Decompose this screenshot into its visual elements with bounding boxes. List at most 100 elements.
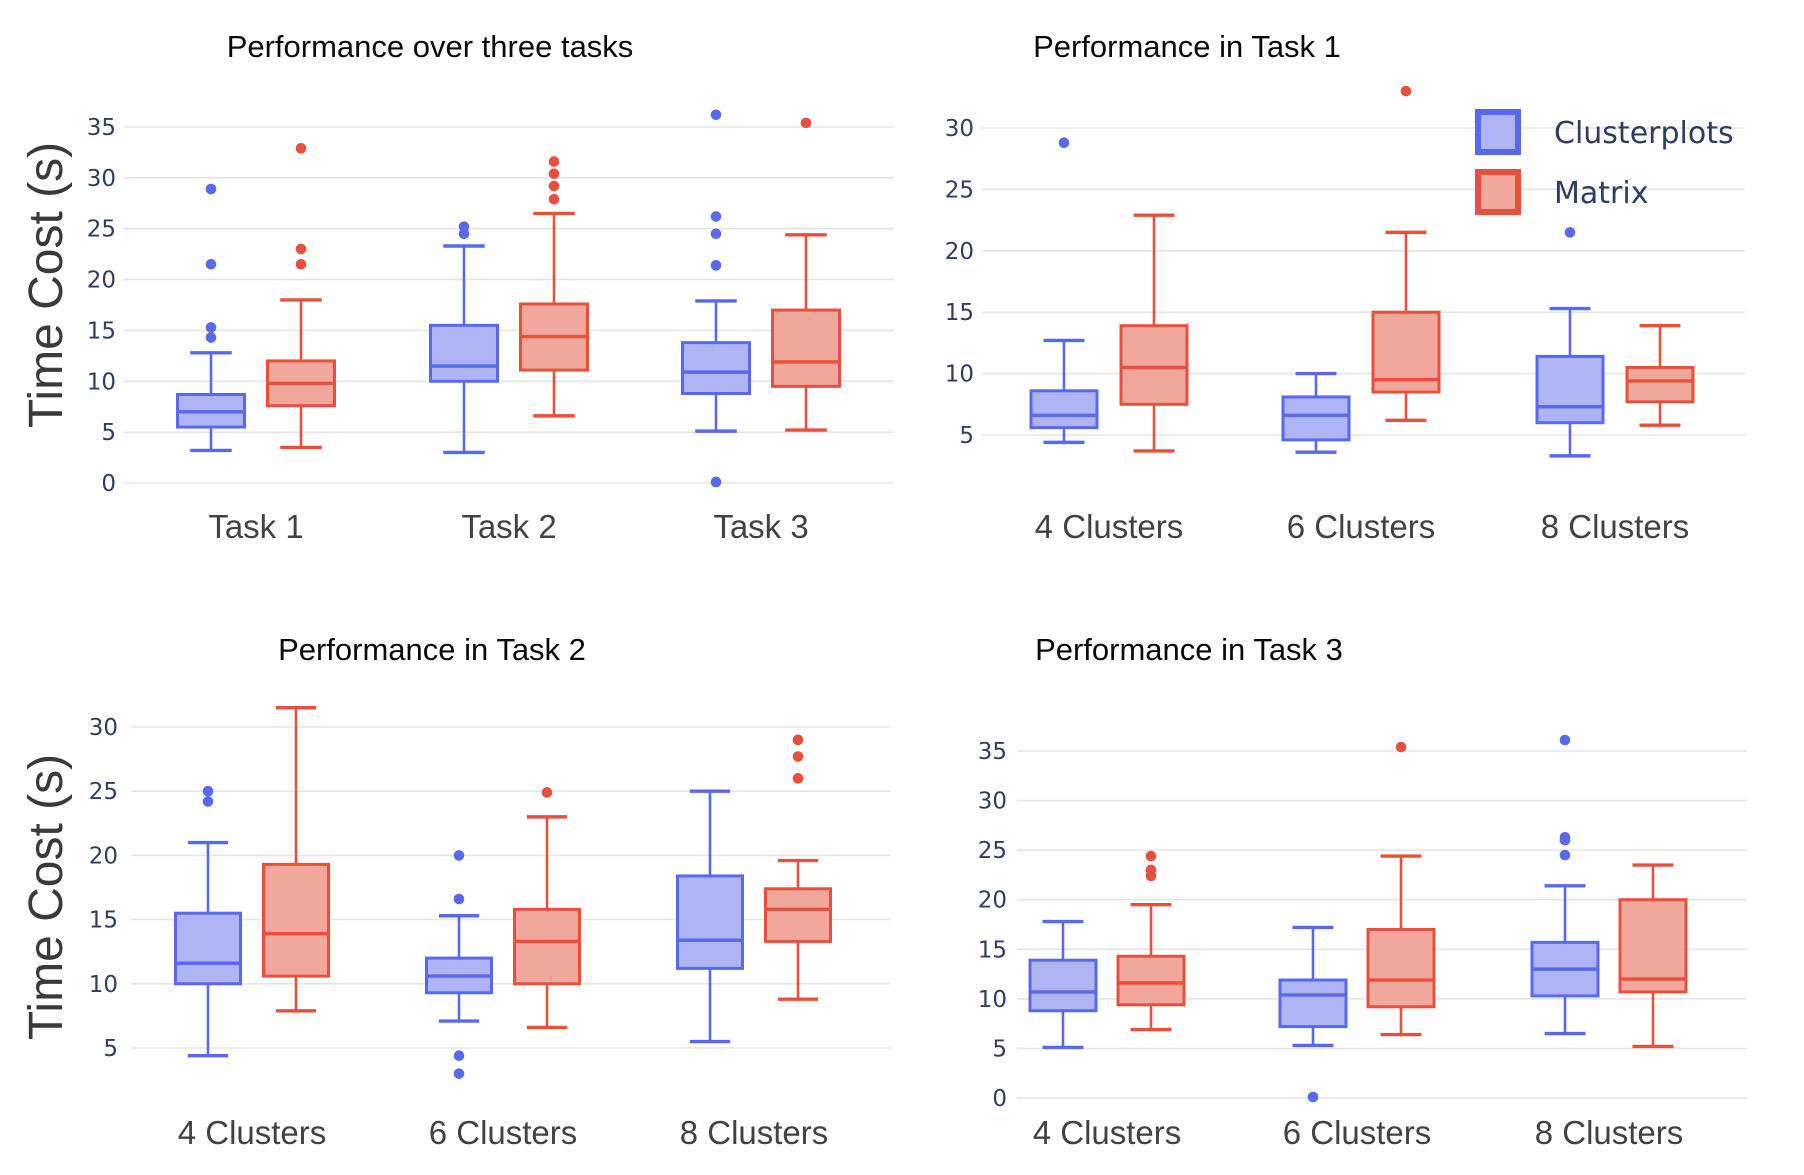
chart-title: Performance in Task 3 [1035, 632, 1343, 667]
box-clusterplots-6-clusters [1278, 925, 1348, 1103]
y-tick-label: 15 [89, 908, 118, 934]
y-tick-label: 10 [87, 369, 116, 395]
outlier-point [792, 751, 804, 762]
y-tick-label: 15 [87, 318, 116, 344]
outlier-point [205, 259, 217, 270]
outlier-point [205, 332, 217, 343]
box-matrix-8-clusters [1625, 324, 1695, 427]
legend-label-clusterplots: Clusterplots [1554, 116, 1734, 151]
y-tick-label: 5 [992, 1036, 1007, 1062]
iqr-box [681, 341, 751, 395]
outlier-point [205, 183, 217, 195]
outlier-point [295, 243, 307, 255]
chart-performance-task1: 5 10 15 20 25 30 4 Clusters 6 Clusters 8 Cluster… [902, 0, 1804, 587]
iqr-box [429, 323, 499, 383]
y-tick-label: 25 [89, 779, 118, 805]
boxplot-overview: 0 5 10 15 20 25 30 35 Task 1 Task 2 Task 3 Performa… [20, 29, 894, 545]
x-category-label: 6 Clusters [1287, 508, 1436, 545]
iqr-box [262, 862, 330, 978]
boxplot-task3: 0 5 10 15 20 25 30 35 4 Clusters 6 Clusters 8 Clus… [978, 632, 1747, 1151]
outlier-point [453, 893, 465, 905]
outlier-point [453, 1050, 465, 1062]
iqr-box [1116, 954, 1186, 1007]
box-clusterplots-task-3 [681, 109, 751, 488]
outlier-point [453, 1068, 465, 1079]
outlier-point [710, 228, 722, 240]
outlier-point [1559, 849, 1571, 861]
outlier-point [1145, 864, 1157, 876]
outlier-point [1145, 850, 1157, 862]
x-category-label: 8 Clusters [1535, 1114, 1684, 1151]
y-tick-label: 10 [945, 362, 974, 388]
outlier-point [1559, 831, 1571, 843]
outlier-point [800, 117, 812, 129]
legend-swatch-clusterplots [1475, 109, 1521, 155]
y-tick-label: 35 [87, 115, 116, 141]
iqr-box [1618, 898, 1688, 994]
outlier-point [710, 211, 722, 222]
outlier-point [202, 785, 214, 797]
y-tick-label: 15 [945, 300, 974, 326]
box-matrix-4-clusters [1119, 213, 1189, 453]
outlier-point [548, 168, 560, 180]
y-tick-label: 30 [945, 116, 974, 142]
outlier-point [1564, 227, 1576, 238]
y-tick-label: 10 [89, 972, 118, 998]
outlier-point [1559, 734, 1571, 746]
outlier-point [1395, 741, 1407, 753]
y-tick-label: 20 [978, 888, 1007, 914]
outlier-point [295, 143, 307, 154]
y-tick-label: 10 [978, 987, 1007, 1013]
box-clusterplots-8-clusters [1530, 734, 1600, 1036]
box-matrix-4-clusters [1116, 850, 1186, 1032]
box-matrix-6-clusters [1366, 741, 1436, 1037]
x-category-label: Task 1 [208, 508, 303, 545]
x-category-label: 8 Clusters [1541, 508, 1690, 545]
y-tick-label: 5 [959, 423, 974, 449]
x-category-label: Task 3 [713, 508, 808, 545]
outlier-point [541, 787, 553, 798]
x-category-label: 4 Clusters [178, 1114, 327, 1151]
outlier-point [453, 850, 465, 861]
chart-title: Performance in Task 2 [278, 632, 586, 667]
y-tick-label: 5 [101, 420, 116, 446]
iqr-box [1028, 958, 1098, 1013]
box-clusterplots-4-clusters [1028, 919, 1098, 1050]
outlier-point [710, 260, 722, 271]
outlier-point [1400, 85, 1412, 97]
iqr-box [1535, 354, 1605, 425]
chart-title: Performance over three tasks [227, 29, 634, 64]
box-clusterplots-6-clusters [425, 850, 493, 1079]
iqr-box [676, 874, 744, 970]
y-tick-label: 20 [89, 843, 118, 869]
iqr-box [764, 887, 832, 943]
box-clusterplots-task-1 [176, 183, 246, 453]
iqr-box [1278, 978, 1348, 1029]
iqr-box [771, 308, 841, 388]
x-category-label: 4 Clusters [1033, 1114, 1182, 1151]
y-tick-label: 30 [89, 715, 118, 741]
boxplot-task1: 5 10 15 20 25 30 4 Clusters 6 Clusters 8 Cluster… [945, 29, 1745, 545]
y-tick-label: 15 [978, 937, 1007, 963]
outlier-point [710, 109, 722, 121]
chart-performance-task3: 0 5 10 15 20 25 30 35 4 Clusters 6 Clusters 8 Clus… [902, 587, 1804, 1175]
y-tick-label: 30 [87, 166, 116, 192]
box-matrix-task-2 [519, 156, 589, 418]
outlier-point [548, 180, 560, 192]
box-matrix-4-clusters [262, 706, 330, 1013]
chart-performance-task2: 5 10 15 20 25 30 4 Clusters 6 Clusters 8 Cluster… [0, 587, 902, 1175]
outlier-point [1058, 137, 1070, 149]
box-clusterplots-4-clusters [1029, 137, 1099, 445]
iqr-box [513, 907, 581, 986]
outlier-point [710, 476, 722, 488]
iqr-box [174, 911, 242, 986]
iqr-box [1625, 365, 1695, 404]
box-clusterplots-8-clusters [1535, 227, 1605, 458]
outlier-point [792, 734, 804, 746]
outlier-point [792, 773, 804, 784]
y-tick-label: 35 [978, 739, 1007, 765]
y-tick-label: 0 [992, 1086, 1007, 1112]
y-tick-label: 0 [101, 471, 116, 497]
y-tick-label: 5 [103, 1036, 118, 1062]
